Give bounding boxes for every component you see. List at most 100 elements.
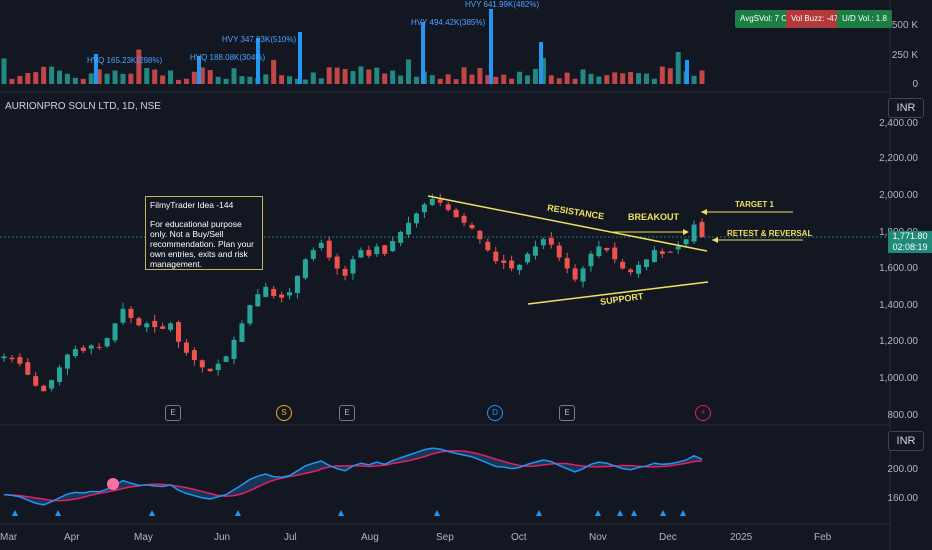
candle-body [128, 308, 134, 318]
candle-body [509, 260, 515, 269]
volume-bar [620, 73, 626, 84]
candle-body [596, 246, 602, 257]
volume-bar [1, 58, 7, 84]
note-title: FilmyTrader Idea -144 [150, 200, 234, 210]
volume-bar [64, 73, 70, 84]
candle-body [64, 354, 70, 369]
dividend-event-icon[interactable]: D [487, 405, 503, 421]
symbol-title: AURIONPRO SOLN LTD, 1D, NSE [5, 101, 161, 112]
support-trendline [527, 281, 709, 305]
volume-bar [9, 78, 15, 84]
candle-body [152, 320, 158, 328]
candle-body [604, 247, 610, 251]
indicator-currency-button[interactable]: INR [888, 431, 924, 451]
volume-bar [445, 74, 451, 84]
price-axis-tick: 1,000.00 [879, 373, 918, 384]
split-event-icon[interactable]: S [276, 405, 292, 421]
currency-button[interactable]: INR [888, 98, 924, 118]
candle-body [667, 251, 673, 253]
price-axis-tick: 1,200.00 [879, 336, 918, 347]
candle-body [540, 239, 546, 246]
time-axis-label: Sep [436, 532, 454, 543]
earnings-event-icon[interactable]: E [165, 405, 181, 421]
news-flash-icon[interactable]: ⚡ [695, 405, 711, 421]
volume-spike-bar [489, 9, 493, 84]
candle-body [493, 251, 499, 262]
candle-body [88, 345, 94, 349]
price-axis-tick: 2,200.00 [879, 153, 918, 164]
candle-body [659, 251, 665, 254]
candle-body [406, 222, 412, 235]
volume-axis-tick: 250 K [891, 50, 918, 61]
volume-bar [263, 74, 269, 84]
signal-triangle [617, 510, 623, 516]
volume-bar [239, 76, 245, 84]
candle-body [580, 268, 586, 282]
indicator-signal-line [3, 449, 703, 502]
indicator-axis-tick: 200.00 [887, 464, 918, 475]
candle-body [72, 349, 78, 357]
ud-volume-badge: U/D Vol.: 1.8 [837, 10, 892, 28]
price-axis-tick: 2,000.00 [879, 190, 918, 201]
candle-body [310, 250, 316, 259]
candle-body [302, 259, 308, 279]
signal-triangle [595, 510, 601, 516]
volume-bar [136, 49, 142, 84]
candle-body [501, 260, 507, 264]
idea-note[interactable]: FilmyTrader Idea -144 For educational pu… [145, 196, 263, 270]
price-axis-tick: 2,400.00 [879, 118, 918, 129]
volume-bar [469, 74, 475, 84]
volume-bar [57, 70, 63, 84]
volume-bar [318, 78, 324, 84]
candle-body [421, 204, 427, 213]
volume-bar [643, 73, 649, 84]
indicator-main-line [3, 447, 703, 506]
candle-body [643, 259, 649, 268]
volume-bar [604, 75, 610, 84]
candle-body [548, 238, 554, 245]
volume-bar [580, 69, 586, 84]
volume-bar [612, 72, 618, 84]
volume-bar [525, 75, 530, 84]
candle-body [683, 239, 689, 245]
volume-spike-bar [685, 60, 689, 84]
candle-body [382, 245, 388, 254]
volume-bar [556, 78, 562, 84]
signal-triangle [149, 510, 155, 516]
candle-body [326, 240, 332, 258]
volume-bar [199, 67, 205, 84]
volume-spike-bar [197, 56, 201, 84]
signal-triangle [434, 510, 440, 516]
candle-body [120, 308, 126, 323]
candle-body [294, 275, 300, 294]
signal-triangle [631, 510, 637, 516]
candle-body [247, 305, 253, 324]
candle-body [477, 230, 483, 240]
volume-axis-tick: 500 K [891, 20, 918, 31]
volume-bar [572, 78, 578, 84]
earnings-event-icon[interactable]: E [339, 405, 355, 421]
signal-triangle [680, 510, 686, 516]
volume-bar [509, 78, 515, 84]
candle-body [334, 256, 340, 269]
volume-bar [310, 72, 316, 84]
candle-body [183, 342, 189, 353]
volume-bar [691, 75, 697, 84]
volume-bar [675, 52, 681, 84]
volume-bar [532, 68, 538, 84]
volume-bar [334, 67, 340, 84]
candle-body [628, 269, 634, 273]
volume-bar [548, 75, 554, 84]
candle-body [699, 222, 705, 238]
candle-body [350, 259, 356, 274]
earnings-event-icon[interactable]: E [559, 405, 575, 421]
volume-bar [437, 78, 443, 84]
volume-bar [168, 70, 174, 84]
volume-bar [667, 68, 673, 84]
volume-bar [96, 69, 102, 84]
candle-body [41, 385, 47, 392]
volume-bar [271, 59, 277, 84]
time-axis-label: Jul [284, 532, 297, 543]
candle-body [176, 322, 181, 342]
